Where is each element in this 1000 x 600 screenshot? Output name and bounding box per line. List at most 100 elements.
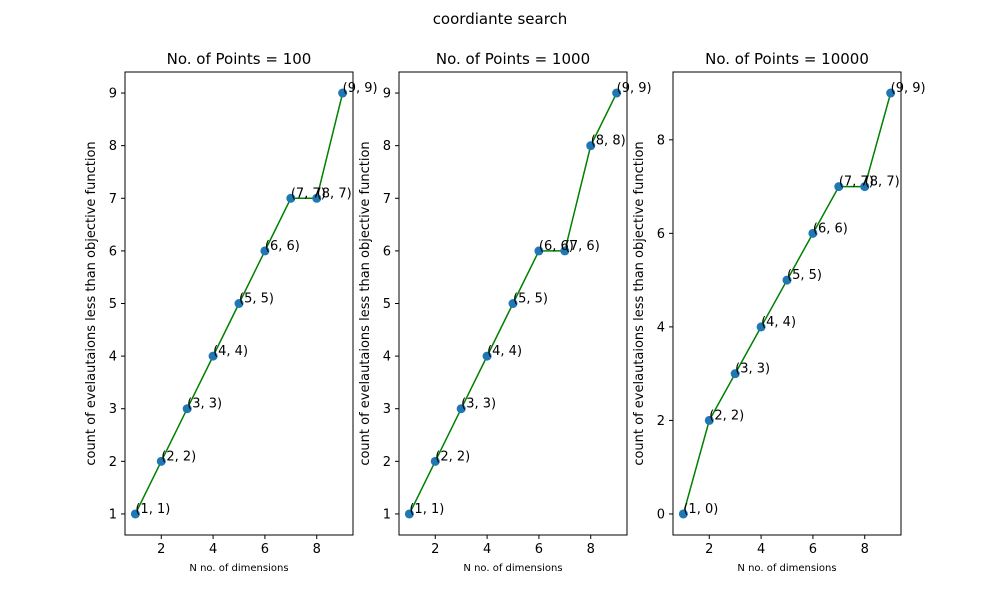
- series-line: [682, 92, 892, 515]
- data-point: [860, 182, 870, 192]
- data-point: [834, 182, 844, 192]
- data-point: [312, 193, 322, 203]
- point-annotation: (5, 5): [513, 292, 548, 307]
- x-tick-label: 4: [483, 542, 491, 557]
- point-annotation: (6, 6): [813, 221, 848, 236]
- subplot-3: No. of Points = 10000 2 4 6 8 0 2 4 6 8 N no. of d…: [632, 50, 926, 574]
- data-point: [586, 141, 596, 151]
- data-point: [508, 299, 518, 308]
- subplot-title: No. of Points = 10000: [705, 50, 869, 68]
- x-tick-label: 2: [431, 542, 439, 557]
- x-tick-label: 4: [209, 542, 217, 557]
- point-annotation: (4, 4): [487, 344, 522, 359]
- y-tick-label: 8: [109, 139, 117, 154]
- point-annotation: (5, 5): [239, 292, 274, 307]
- data-point: [482, 351, 492, 361]
- y-tick-label: 4: [383, 350, 391, 365]
- subplot-2: No. of Points = 1000 2 4 6 8 1 2 3 4 5 6 7 8 9 N no. o…: [358, 50, 652, 574]
- x-tick-label: 8: [861, 542, 869, 557]
- point-annotation: (3, 3): [735, 362, 770, 377]
- data-point: [678, 509, 688, 519]
- point-annotation: (2, 2): [435, 449, 470, 464]
- point-annotation: (9, 9): [343, 81, 378, 96]
- data-point: [534, 246, 544, 256]
- x-tick-label: 6: [809, 542, 817, 557]
- y-tick-label: 3: [109, 402, 117, 417]
- data-point: [234, 299, 244, 308]
- x-tick-label: 6: [535, 542, 543, 557]
- subplot-title: No. of Points = 1000: [436, 50, 590, 68]
- point-annotation: (9, 9): [891, 81, 926, 96]
- y-tick-label: 0: [657, 507, 665, 522]
- point-annotation: (8, 8): [591, 134, 626, 149]
- data-point: [338, 88, 348, 98]
- x-axis-label: N no. of dimensions: [463, 563, 562, 574]
- y-tick-label: 3: [383, 402, 391, 417]
- data-point: [782, 275, 792, 285]
- point-annotation: (1, 1): [409, 502, 444, 517]
- axes-frame: [672, 71, 902, 536]
- data-point: [208, 351, 218, 361]
- data-point: [286, 193, 296, 203]
- data-point: [456, 404, 466, 414]
- y-tick-label: 8: [383, 139, 391, 154]
- subplot-title: No. of Points = 100: [167, 50, 312, 68]
- y-tick-label: 9: [383, 87, 391, 102]
- x-tick-label: 8: [587, 542, 595, 557]
- y-tick-label: 6: [383, 244, 391, 259]
- data-point: [560, 246, 570, 256]
- data-point: [730, 369, 740, 379]
- point-annotation: (3, 3): [461, 397, 496, 412]
- data-point: [808, 228, 818, 238]
- point-annotation: (8, 7): [865, 175, 900, 190]
- point-annotation: (2, 2): [709, 408, 744, 423]
- y-tick-label: 6: [657, 227, 665, 242]
- data-point: [886, 88, 896, 98]
- y-tick-label: 8: [657, 133, 665, 148]
- y-tick-label: 9: [109, 87, 117, 102]
- y-axis-label: count of evelautaions less than objectiv…: [632, 141, 647, 465]
- x-axis-label: N no. of dimensions: [189, 563, 288, 574]
- point-annotation: (8, 7): [317, 186, 352, 201]
- data-point: [404, 509, 414, 519]
- x-tick-label: 2: [157, 542, 165, 557]
- y-tick-label: 1: [383, 507, 391, 522]
- point-annotation: (1, 1): [135, 502, 170, 517]
- y-tick-label: 2: [657, 414, 665, 429]
- x-tick-label: 2: [705, 542, 713, 557]
- x-tick-label: 6: [261, 542, 269, 557]
- data-point: [130, 509, 140, 519]
- data-point: [612, 88, 622, 98]
- y-axis-label: count of evelautaions less than objectiv…: [84, 141, 99, 465]
- point-annotation: (5, 5): [787, 268, 822, 283]
- point-annotation: (9, 9): [617, 81, 652, 96]
- point-annotation: (7, 7): [291, 186, 326, 201]
- data-point: [182, 404, 192, 414]
- y-axis-label: count of evelautaions less than objectiv…: [358, 141, 373, 465]
- y-tick-label: 5: [383, 297, 391, 312]
- data-point: [260, 246, 270, 256]
- point-annotation: (7, 7): [839, 175, 874, 190]
- point-annotation: (4, 4): [761, 315, 796, 330]
- y-tick-label: 2: [109, 455, 117, 470]
- data-point: [704, 415, 714, 425]
- data-point: [430, 456, 440, 466]
- subplot-1: No. of Points = 100 2 4 6 8 1 2 3 4 5 6 7 8 9 N no. of…: [84, 50, 378, 574]
- y-tick-label: 4: [657, 320, 665, 335]
- y-tick-label: 2: [383, 455, 391, 470]
- point-annotation: (7, 6): [565, 239, 600, 254]
- figure-suptitle: coordiante search: [433, 10, 568, 28]
- data-point: [756, 322, 766, 332]
- y-tick-label: 7: [109, 192, 117, 207]
- y-tick-label: 1: [109, 507, 117, 522]
- x-tick-label: 8: [313, 542, 321, 557]
- point-annotation: (3, 3): [187, 397, 222, 412]
- x-tick-label: 4: [757, 542, 765, 557]
- point-annotation: (4, 4): [213, 344, 248, 359]
- point-annotation: (1, 0): [683, 502, 718, 517]
- y-tick-label: 7: [383, 192, 391, 207]
- y-tick-label: 5: [109, 297, 117, 312]
- point-annotation: (2, 2): [161, 449, 196, 464]
- y-tick-label: 4: [109, 350, 117, 365]
